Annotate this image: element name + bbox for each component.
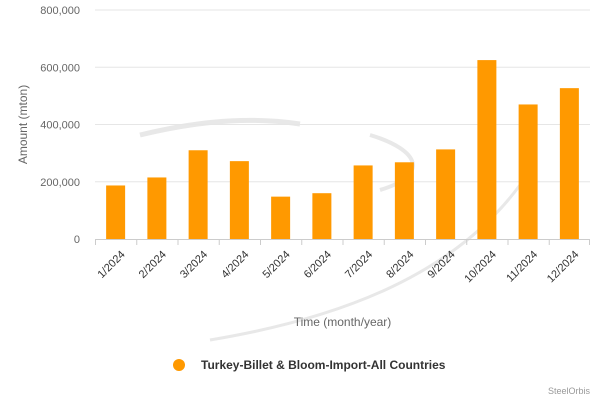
y-tick-label: 0	[74, 234, 80, 246]
y-axis-title: Amount (mton)	[16, 85, 30, 164]
x-tick-label: 5/2024	[260, 249, 292, 281]
gridlines	[95, 9, 590, 183]
bar[interactable]	[518, 104, 538, 240]
x-tick-label: 10/2024	[462, 249, 499, 286]
x-tick-label: 12/2024	[545, 249, 582, 286]
bar[interactable]	[436, 149, 456, 239]
y-axis-ticks: 0 200,000 400,000 600,000 800,000	[40, 5, 80, 246]
y-tick-label: 800,000	[40, 5, 80, 17]
x-tick-label: 1/2024	[95, 249, 127, 281]
x-tick-label: 3/2024	[178, 249, 210, 281]
x-tick-label: 2/2024	[137, 249, 169, 281]
bars	[106, 60, 579, 240]
bar[interactable]	[229, 161, 249, 239]
x-tick-label: 11/2024	[504, 249, 540, 285]
x-tick-label: 4/2024	[219, 249, 251, 281]
bar[interactable]	[188, 150, 208, 239]
x-tick-label: 7/2024	[343, 249, 375, 281]
bar[interactable]	[353, 165, 373, 239]
bar[interactable]	[477, 60, 497, 239]
bar[interactable]	[312, 193, 332, 239]
y-tick-label: 600,000	[40, 62, 80, 74]
bar[interactable]	[559, 88, 579, 240]
y-tick-label: 200,000	[40, 177, 80, 189]
x-axis-title: Time (month/year)	[294, 315, 392, 329]
legend[interactable]: Turkey-Billet & Bloom-Import-All Countri…	[173, 358, 446, 372]
x-axis-ticks: 1/2024 2/2024 3/2024 4/2024 5/2024 6/2024 7/20…	[95, 239, 590, 286]
x-tick-label: 6/2024	[302, 249, 334, 281]
credit-label[interactable]: SteelOrbis	[548, 386, 591, 396]
bar[interactable]	[147, 177, 167, 239]
y-tick-label: 400,000	[40, 120, 80, 132]
bar[interactable]	[271, 196, 291, 239]
legend-marker	[173, 359, 185, 371]
bar[interactable]	[106, 185, 126, 239]
legend-label[interactable]: Turkey-Billet & Bloom-Import-All Countri…	[201, 358, 446, 372]
bar[interactable]	[394, 162, 414, 239]
